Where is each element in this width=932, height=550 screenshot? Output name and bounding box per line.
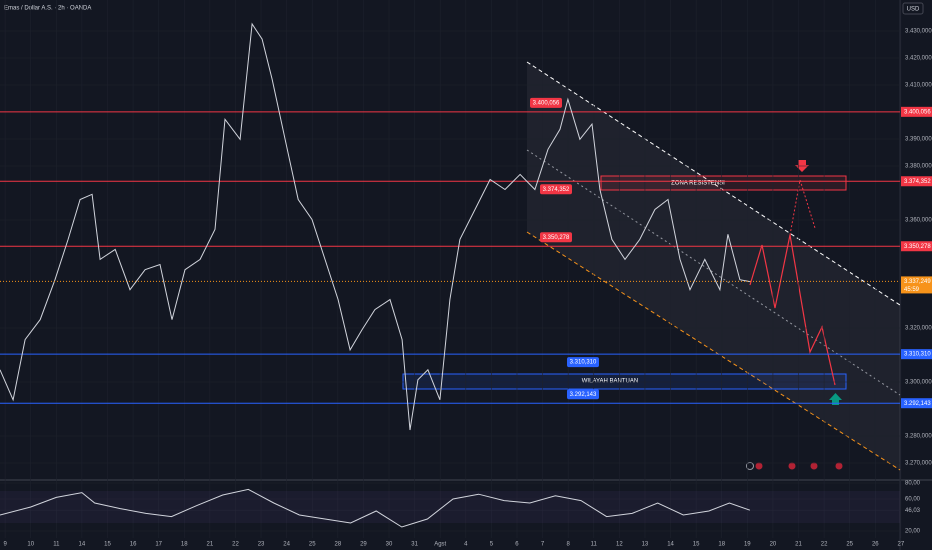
y-tick-label: 60,00 [905, 497, 921, 503]
axis-tag-label: 3.350,278 [904, 244, 931, 250]
y-tick-label: 3.430,000 [905, 29, 932, 35]
y-tick-label: 3.270,000 [905, 461, 932, 467]
x-tick-label: 13 [642, 542, 649, 548]
axis-tag [901, 106, 932, 117]
x-tick-label: 14 [667, 542, 674, 548]
rsi-band [0, 491, 900, 523]
zone-label: ZONA RESISTENSI [671, 181, 725, 187]
x-tick-label: 11 [591, 542, 598, 548]
channel-bottom [526, 231, 901, 471]
x-tick-label: 6 [515, 542, 519, 548]
y-tick-label: 3.420,000 [905, 56, 932, 62]
x-tick-label: 11 [53, 542, 60, 548]
y-tick-label: 3.280,000 [905, 434, 932, 440]
y-tick-label: 46,03 [905, 508, 921, 514]
x-tick-label: 21 [207, 542, 214, 548]
y-tick-label: 3.390,000 [905, 137, 932, 143]
y-tick-label: 3.300,000 [905, 380, 932, 386]
axis-tag-label: 3.400,056 [904, 109, 931, 115]
level-tag-label: 3.400,056 [533, 100, 560, 106]
y-tick-label: 3.320,000 [905, 326, 932, 332]
x-tick-label: 25 [846, 542, 853, 548]
level-tag-label: 3.350,278 [543, 235, 570, 241]
axis-tag [901, 349, 932, 360]
y-tick-label: 3.380,000 [905, 164, 932, 170]
axis-tag-label: 3.374,352 [904, 179, 931, 185]
x-tick-label: 9 [3, 542, 7, 548]
x-tick-label: 7 [541, 542, 545, 548]
level-tag-label: 3.374,352 [543, 187, 570, 193]
x-tick-label: 10 [27, 542, 34, 548]
x-tick-label: 8 [566, 542, 570, 548]
resistance-zone [600, 175, 847, 191]
x-tick-label: 15 [693, 542, 700, 548]
level-tag [567, 389, 599, 400]
x-tick-label: 31 [411, 542, 418, 548]
axis-tag [901, 176, 932, 187]
level-tag [540, 184, 572, 195]
level-tag [540, 232, 572, 243]
level-tag-label: 3.310,310 [570, 360, 597, 366]
last-price-tag [901, 276, 932, 294]
y-tick-label: 80,00 [905, 481, 921, 487]
support-zone [402, 373, 847, 390]
level-tag [530, 97, 562, 108]
last-price-label: 3.337,249 [904, 279, 931, 285]
axis-tag-label: 3.310,310 [904, 352, 931, 358]
price-line [0, 22, 750, 431]
x-tick-label: 15 [104, 542, 111, 548]
x-tick-label: 26 [872, 542, 879, 548]
level-tag [567, 357, 599, 368]
projection-path [789, 179, 816, 236]
channel-fill [527, 62, 900, 470]
x-tick-label: 24 [283, 542, 290, 548]
x-tick-label: 12 [616, 542, 623, 548]
x-tick-label: 30 [386, 542, 393, 548]
up-arrow [829, 393, 842, 405]
axis-tag [901, 398, 932, 409]
x-tick-label: 5 [490, 542, 494, 548]
chart-title: Emas / Dollar A.S. · 2h · OANDA [4, 6, 91, 12]
x-tick-label: 25 [309, 542, 316, 548]
axis-tag [901, 241, 932, 252]
countdown: 45:59 [904, 287, 920, 293]
x-tick-label: Agst [434, 542, 446, 548]
x-tick-label: 22 [232, 542, 239, 548]
y-tick-label: 3.410,000 [905, 83, 932, 89]
x-tick-label: 21 [795, 542, 802, 548]
y-tick-label: 20,00 [905, 529, 921, 535]
zone-label: WILAYAH BANTUAN [582, 379, 638, 385]
x-tick-label: 28 [334, 542, 341, 548]
x-tick-label: 4 [464, 542, 468, 548]
y-tick-label: 3.360,000 [905, 218, 932, 224]
currency: USD [907, 7, 920, 13]
x-tick-label: 20 [770, 542, 777, 548]
x-tick-label: 19 [744, 542, 751, 548]
event-icons [746, 462, 843, 470]
x-tick-label: 29 [360, 542, 367, 548]
x-tick-label: 18 [718, 542, 725, 548]
price-line [0, 488, 751, 528]
x-tick-label: 22 [821, 542, 828, 548]
x-tick-label: 23 [258, 542, 265, 548]
axis-tag-label: 3.292,143 [904, 401, 931, 407]
x-tick-label: 27 [898, 542, 905, 548]
x-tick-label: 18 [181, 542, 188, 548]
x-tick-label: 16 [130, 542, 137, 548]
x-tick-label: 17 [155, 542, 162, 548]
level-tag-label: 3.292,143 [570, 392, 597, 398]
x-tick-label: 14 [79, 542, 86, 548]
currency-box [902, 2, 924, 15]
